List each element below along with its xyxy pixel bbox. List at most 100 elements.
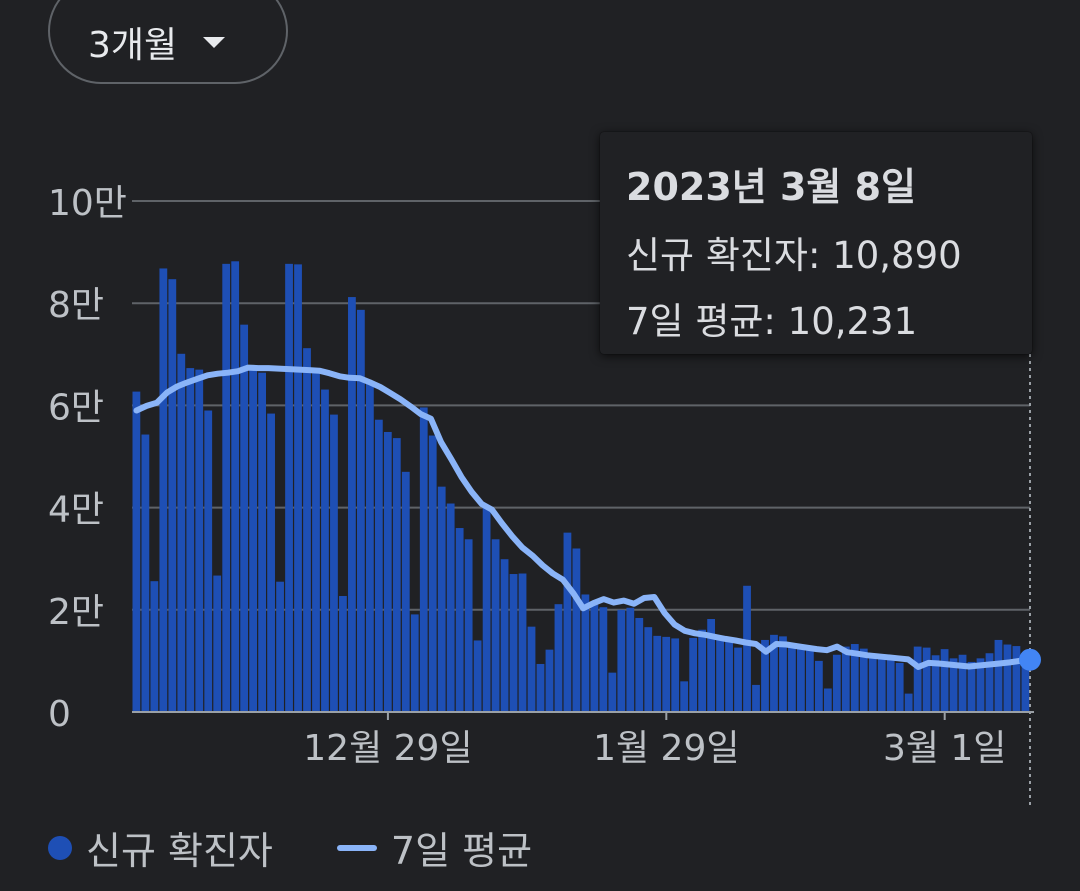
bar-65: [716, 637, 724, 712]
bar-43: [518, 573, 527, 712]
bar-95: [985, 653, 994, 712]
y-tick-label-2: 4만: [48, 490, 104, 531]
bar-32: [419, 407, 428, 712]
tooltip-avg: 7일 평균: 10,231: [626, 300, 918, 343]
bar-49: [572, 548, 581, 712]
bar-70: [761, 639, 769, 712]
legend-dot-icon: [48, 835, 72, 860]
bar-84: [886, 659, 895, 712]
bar-94: [976, 658, 985, 712]
bar-97: [1003, 644, 1012, 712]
bar-19: [303, 348, 311, 712]
bar-10: [222, 263, 231, 712]
bar-23: [339, 596, 347, 712]
bar-14: [258, 372, 266, 712]
range-select[interactable]: 3개월: [48, 0, 288, 84]
bar-67: [734, 647, 742, 712]
bar-22: [330, 414, 338, 712]
bar-58: [653, 635, 662, 712]
bar-54: [617, 609, 626, 712]
bar-81: [859, 648, 868, 712]
bar-59: [662, 636, 671, 712]
bar-45: [536, 663, 545, 712]
bar-26: [365, 381, 374, 712]
avg-line-layer: [133, 354, 1041, 805]
bar-99: [1021, 656, 1030, 712]
bar-98: [1012, 646, 1021, 712]
bar-13: [249, 369, 258, 712]
bar-50: [581, 594, 590, 712]
y-tick-label-3: 6만: [48, 387, 104, 428]
bar-73: [788, 643, 796, 712]
y-tick-label-5: 10만: [48, 183, 127, 224]
bar-69: [752, 684, 760, 712]
y-tick-label-1: 2만: [48, 592, 104, 633]
bar-52: [599, 607, 608, 712]
bar-21: [321, 389, 329, 712]
bar-6: [186, 368, 195, 712]
bar-77: [823, 688, 832, 712]
bar-96: [994, 639, 1003, 712]
bar-44: [527, 626, 536, 712]
bar-1: [141, 434, 150, 712]
bar-37: [464, 539, 473, 712]
y-tick-label-4: 8만: [48, 285, 104, 326]
bar-29: [392, 438, 401, 712]
bar-55: [626, 607, 635, 712]
bar-3: [159, 268, 168, 712]
legend-item-avg: 7일 평균: [273, 820, 532, 875]
bar-36: [455, 528, 464, 712]
legend-item-new-cases: 신규 확진자: [48, 820, 273, 875]
bar-15: [267, 413, 275, 712]
bar-93: [967, 661, 976, 712]
bar-66: [725, 640, 733, 712]
x-tick-label-1: 1월 29일: [593, 728, 739, 769]
bar-75: [806, 649, 814, 712]
legend-label-avg: 7일 평균: [390, 829, 533, 873]
bar-5: [177, 353, 186, 712]
bar-28: [383, 431, 392, 712]
bar-79: [841, 646, 850, 712]
avg-line: [133, 364, 1033, 670]
bar-86: [904, 693, 913, 712]
bar-72: [779, 636, 787, 712]
bar-16: [276, 581, 284, 712]
legend-line-icon: [336, 844, 377, 851]
bar-90: [940, 649, 949, 712]
bar-71: [770, 634, 778, 712]
bar-64: [707, 618, 715, 712]
bar-9: [213, 575, 222, 712]
bar-11: [231, 261, 240, 712]
bar-24: [348, 297, 356, 712]
legend-label-new-cases: 신규 확진자: [86, 829, 273, 873]
bar-35: [446, 503, 455, 712]
bar-68: [743, 585, 751, 712]
x-tick-label-2: 3월 1일: [883, 728, 1007, 769]
bar-63: [698, 629, 707, 712]
bar-4: [168, 279, 177, 712]
bar-92: [958, 654, 967, 712]
tooltip-date: 2023년 3월 8일: [626, 165, 916, 209]
bars-layer: [132, 261, 1030, 712]
bar-78: [832, 654, 841, 712]
bar-82: [868, 653, 877, 712]
chart-legend: 신규 확진자 7일 평균: [48, 820, 532, 875]
bar-76: [814, 660, 823, 712]
bar-40: [491, 539, 500, 712]
bar-12: [240, 324, 249, 712]
x-tick-label-0: 12월 29일: [303, 728, 472, 769]
bar-89: [931, 655, 940, 712]
bar-30: [401, 471, 410, 712]
bar-48: [563, 532, 572, 712]
bar-39: [482, 507, 491, 712]
caret-down-icon: [203, 36, 226, 48]
tooltip-new-cases: 신규 확진자: 10,890: [626, 234, 962, 277]
bar-17: [285, 263, 293, 712]
bar-91: [949, 658, 958, 712]
range-select-label: 3개월: [88, 25, 178, 66]
bar-46: [545, 649, 554, 712]
bar-80: [850, 644, 859, 712]
bar-42: [509, 574, 518, 712]
bar-41: [500, 559, 509, 712]
